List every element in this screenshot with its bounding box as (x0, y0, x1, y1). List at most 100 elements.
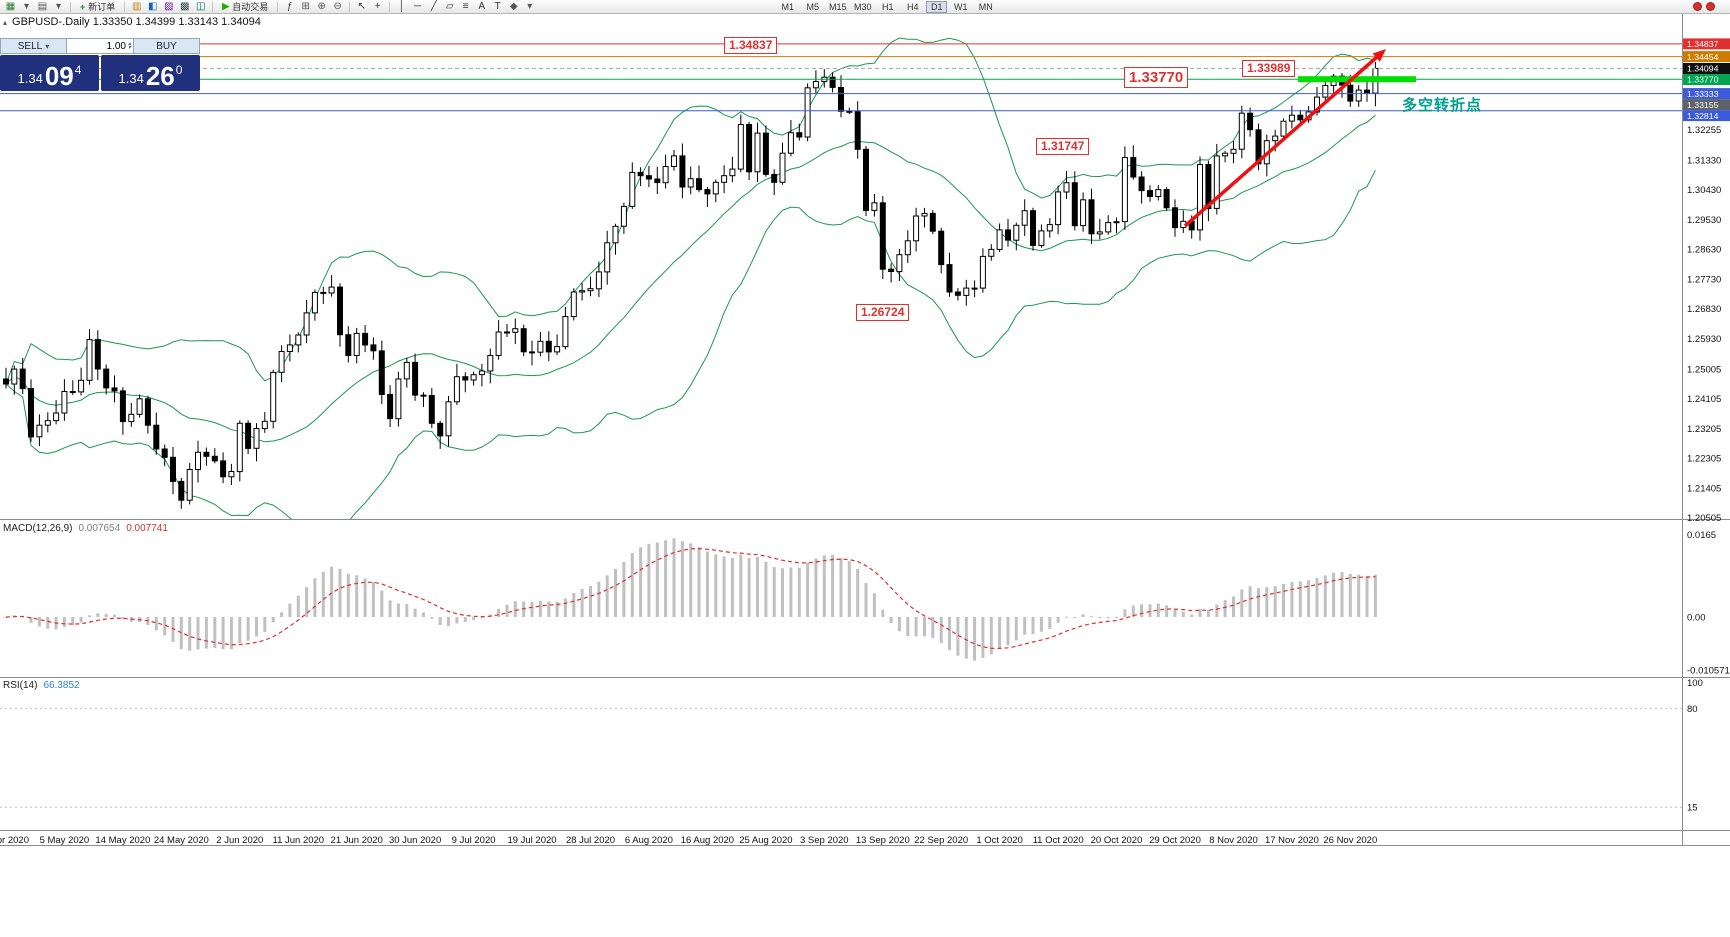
macd-tick-label: -0.010571 (1687, 665, 1730, 676)
date-tick-label: 1 Oct 2020 (976, 835, 1022, 846)
price-annotation-box[interactable]: 1.33770 (1124, 67, 1189, 88)
price-axis-tag (1683, 74, 1730, 85)
cursor-icon[interactable]: ↖ (357, 1, 366, 12)
market-watch-icon[interactable]: ▥ (132, 1, 142, 12)
timeframe-m5-button[interactable]: M5 (806, 1, 819, 12)
date-tick-label: 17 Nov 2020 (1265, 835, 1319, 846)
red-dot-icon[interactable] (1693, 2, 1702, 11)
timeframe-bar: M1 M5 M15 M30 H1 H4 D1 W1 MN (776, 0, 997, 13)
timeframe-mn-button[interactable]: MN (978, 1, 993, 12)
price-annotation-box[interactable]: 1.33989 (1242, 60, 1296, 77)
macd-main-value: 0.007654 (78, 523, 121, 534)
navigator-icon[interactable]: ▨ (164, 1, 174, 12)
rsi-name: RSI(14) (3, 680, 38, 691)
timeframe-m15-button[interactable]: M15 (828, 1, 847, 12)
fibonacci-icon[interactable]: ≡ (462, 1, 469, 12)
red-dot-icon[interactable] (1706, 2, 1715, 11)
trendline-icon[interactable]: ╱ (430, 1, 437, 12)
autotrading-button[interactable]: ▶ 自动交易 (217, 0, 273, 13)
horizontal-line-icon[interactable]: ─ (414, 1, 422, 12)
autotrading-button-icon: ▶ (222, 1, 230, 11)
tile-windows-icon[interactable]: ⊞ (301, 1, 310, 12)
price-axis-tag (1683, 110, 1730, 122)
new-order-button[interactable]: + 新订单 (75, 0, 120, 13)
chart-window[interactable]: 1.32255 1.31330 1.30430 1.29530 1.28630 1.277… (0, 14, 1730, 846)
label-icon[interactable]: T (494, 1, 501, 12)
profiles-dropdown-icon[interactable]: ▾ (55, 1, 62, 12)
timeframe-d1-button[interactable]: D1 (926, 0, 948, 13)
bull-bear-turning-point-note[interactable]: 多空转折点 (1402, 97, 1483, 114)
date-tick-label: 24 May 2020 (154, 835, 209, 846)
date-tick-label: 20 Oct 2020 (1091, 835, 1143, 846)
timeframe-m1-button[interactable]: M1 (781, 1, 794, 12)
profiles-icon[interactable]: ▤ (37, 1, 48, 12)
pane-dividers[interactable] (0, 14, 1730, 846)
new-chart-icon[interactable]: ▦ (5, 1, 16, 12)
macd-pane[interactable] (4, 538, 1377, 661)
date-tick-label: 16 Aug 2020 (681, 835, 734, 846)
buy-label-button[interactable]: BUY (134, 39, 199, 53)
macd-axis[interactable]: 0.0165 0.00 -0.010571 (1687, 530, 1730, 676)
price-axis-tag-label: 1.33155 (1687, 100, 1719, 110)
strategy-tester-icon[interactable]: ◫ (196, 1, 206, 12)
price-annotation-box[interactable]: 1.34837 (724, 37, 778, 54)
shapes-icon[interactable]: ◆ (509, 1, 518, 12)
price-tick-label: 1.21405 (1687, 483, 1721, 494)
chart-type-dropdown-icon[interactable]: ▾ (23, 1, 30, 12)
one-click-trading-panel[interactable]: SELL ▾ 1.00 ▴ ▾ BUY 1.34 09 4 1.34 26 0 (0, 38, 200, 91)
price-axis-tag (1683, 51, 1730, 63)
lot-size-input[interactable]: 1.00 ▴ ▾ (66, 39, 134, 53)
macd-indicator-label: MACD(12,26,9) 0.007654 0.007741 (3, 523, 168, 534)
timeframe-h1-button[interactable]: H1 (881, 1, 894, 12)
date-tick-label: 19 Jul 2020 (507, 835, 556, 846)
sell-price-big: 09 (44, 61, 74, 91)
price-annotation-box[interactable]: 1.26724 (856, 304, 910, 321)
rsi-axis[interactable]: 100 80 15 (1687, 678, 1703, 814)
price-tick-label: 1.31330 (1687, 155, 1721, 166)
timeframe-m30-button[interactable]: M30 (853, 1, 872, 12)
text-icon[interactable]: A (478, 1, 486, 12)
data-window-icon[interactable]: ◧ (148, 1, 158, 12)
date-tick-label: 28 Jul 2020 (566, 835, 615, 846)
indicators-icon[interactable]: ƒ (286, 1, 293, 12)
date-axis[interactable]: 6 Apr 2020 5 May 2020 14 May 2020 24 May 20… (0, 835, 1377, 846)
zoom-out-icon[interactable]: ⊖ (333, 1, 342, 12)
channel-icon[interactable]: ▱ (445, 1, 454, 12)
price-tick-label: 1.32255 (1687, 125, 1721, 136)
lot-spinner[interactable]: ▴ ▾ (127, 41, 131, 51)
crosshair-icon[interactable]: + (374, 1, 381, 12)
trend-arrow[interactable] (1183, 49, 1386, 228)
zoom-in-icon[interactable]: ⊕ (317, 1, 326, 12)
timeframe-h4-button[interactable]: H4 (906, 1, 919, 12)
buy-price-sup: 0 (175, 63, 183, 77)
buy-label: BUY (156, 40, 177, 52)
rsi-tick-label: 15 (1687, 803, 1698, 814)
chart-symbol-info: ▴ GBPUSD-.Daily 1.33350 1.34399 1.33143 … (3, 16, 261, 28)
price-tick-label: 1.28630 (1687, 245, 1721, 256)
main-toolbar: ▦ ▾ ▤ ▾ + 新订单 ▥ ◧ ▨ ▩ ◫ ▶ 自动交易 ƒ ⊞ ⊕ ⊖ ↖ + │ ─ ╱ ▱ ≡ A T ◆ ▾ M1 M5 M15… (0, 0, 1730, 14)
price-axis[interactable]: 1.32255 1.31330 1.30430 1.29530 1.28630 1.277… (1683, 38, 1730, 524)
date-tick-label: 21 Jun 2020 (331, 835, 383, 846)
horizontal-level-lines[interactable] (0, 43, 1682, 112)
timeframe-w1-button[interactable]: W1 (953, 1, 968, 12)
shapes-dropdown-icon[interactable]: ▾ (527, 1, 533, 12)
price-axis-tag-label: 1.34094 (1687, 64, 1719, 74)
price-chart-canvas[interactable]: 1.32255 1.31330 1.30430 1.29530 1.28630 1.277… (0, 14, 1730, 846)
date-tick-label: 25 Aug 2020 (739, 835, 792, 846)
price-annotation-box[interactable]: 1.31747 (1036, 138, 1090, 155)
date-tick-label: 11 Jun 2020 (273, 835, 325, 846)
spinner-up-icon[interactable]: ▴ (127, 41, 131, 47)
spinner-down-icon[interactable]: ▾ (127, 45, 131, 51)
vertical-line-icon[interactable]: │ (398, 1, 405, 12)
sell-label-button[interactable]: SELL ▾ (1, 39, 66, 53)
toolbar-separator (349, 1, 351, 12)
date-tick-label: 3 Sep 2020 (800, 835, 849, 846)
rsi-pane[interactable] (0, 707, 1682, 808)
buy-price-button[interactable]: 1.34 26 0 (101, 55, 200, 91)
terminal-icon[interactable]: ▩ (180, 1, 190, 12)
sell-price-button[interactable]: 1.34 09 4 (0, 55, 99, 91)
price-axis-tag (1683, 88, 1730, 100)
date-tick-label: 5 May 2020 (40, 835, 90, 846)
price-tick-label: 1.22305 (1687, 454, 1721, 465)
